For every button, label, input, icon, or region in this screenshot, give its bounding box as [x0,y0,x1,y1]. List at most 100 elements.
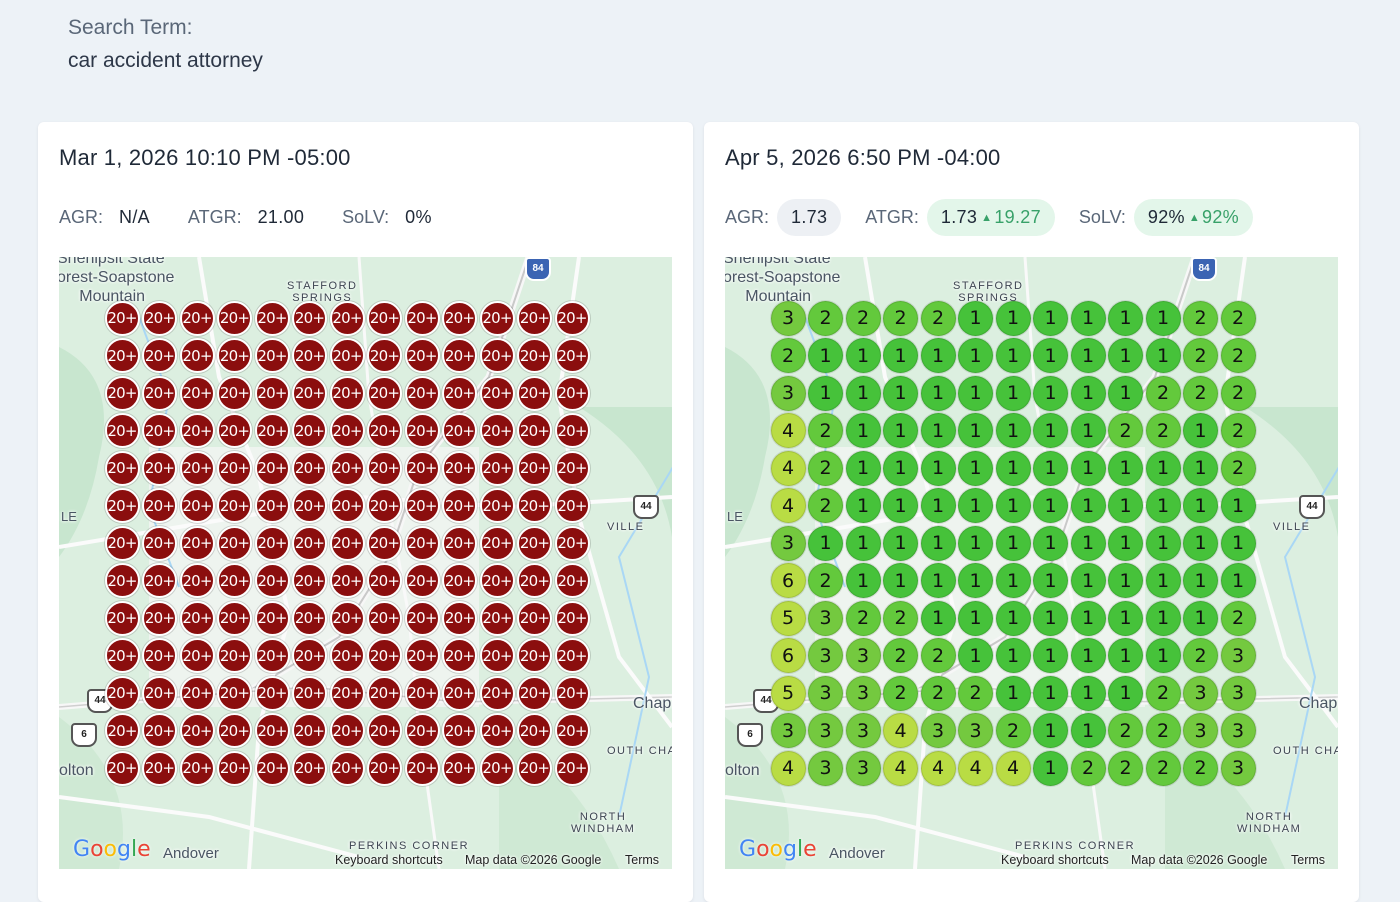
grid-pin[interactable]: 1 [1108,488,1143,523]
rank-grid-map[interactable]: Shenipsit State orest-Soapstone Mountain … [59,257,672,869]
grid-pin[interactable]: 1 [808,525,843,561]
grid-pin[interactable]: 20+ [554,488,590,523]
grid-pin[interactable]: 2 [1108,713,1143,748]
grid-pin[interactable]: 20+ [292,750,327,786]
grid-pin[interactable]: 20+ [329,300,365,336]
grid-pin[interactable]: 20+ [479,488,515,523]
grid-pin[interactable]: 20+ [442,488,477,523]
grid-pin[interactable]: 1 [920,563,956,598]
grid-pin[interactable]: 4 [920,750,956,786]
grid-pin[interactable]: 3 [1183,713,1218,748]
grid-pin[interactable]: 20+ [104,675,140,711]
grid-pin[interactable]: 1 [1070,713,1106,748]
grid-pin[interactable]: 1 [995,375,1031,411]
grid-pin[interactable]: 1 [1070,600,1106,636]
grid-pin[interactable]: 20+ [517,563,552,598]
grid-pin[interactable]: 20+ [217,675,252,711]
grid-pin[interactable]: 20+ [142,713,177,748]
grid-pin[interactable]: 20+ [292,600,327,636]
grid-pin[interactable]: 3 [958,713,993,748]
grid-pin[interactable]: 1 [1108,525,1143,561]
grid-pin[interactable]: 4 [995,750,1031,786]
grid-pin[interactable]: 20+ [554,675,590,711]
grid-pin[interactable]: 2 [920,675,956,711]
grid-pin[interactable]: 1 [1108,600,1143,636]
grid-pin[interactable]: 2 [808,488,843,523]
grid-pin[interactable]: 3 [808,638,843,673]
grid-pin[interactable]: 20+ [479,450,515,486]
grid-pin[interactable]: 20+ [479,638,515,673]
grid-pin[interactable]: 20+ [217,300,252,336]
grid-pin[interactable]: 20+ [142,525,177,561]
grid-pin[interactable]: 2 [1070,750,1106,786]
grid-pin[interactable]: 20+ [479,338,515,373]
grid-pin[interactable]: 20+ [554,375,590,411]
grid-pin[interactable]: 20+ [404,713,440,748]
grid-pin[interactable]: 4 [770,413,806,448]
grid-pin[interactable]: 3 [808,600,843,636]
grid-pin[interactable]: 1 [845,375,881,411]
grid-pin[interactable]: 20+ [217,638,252,673]
grid-pin[interactable]: 20+ [442,600,477,636]
grid-pin[interactable]: 20+ [554,600,590,636]
grid-pin[interactable]: 20+ [104,300,140,336]
grid-pin[interactable]: 1 [1220,525,1256,561]
grid-pin[interactable]: 20+ [179,375,215,411]
grid-pin[interactable]: 20+ [442,338,477,373]
grid-pin[interactable]: 20+ [292,450,327,486]
grid-pin[interactable]: 20+ [254,750,290,786]
grid-pin[interactable]: 3 [770,525,806,561]
grid-pin[interactable]: 1 [995,300,1031,336]
grid-pin[interactable]: 1 [883,563,918,598]
grid-pin[interactable]: 3 [770,375,806,411]
grid-pin[interactable]: 1 [1070,300,1106,336]
grid-pin[interactable]: 2 [845,300,881,336]
grid-pin[interactable]: 20+ [104,638,140,673]
grid-pin[interactable]: 2 [995,713,1031,748]
grid-pin[interactable]: 2 [1220,338,1256,373]
grid-pin[interactable]: 20+ [329,638,365,673]
grid-pin[interactable]: 1 [1145,525,1181,561]
grid-pin[interactable]: 20+ [254,713,290,748]
grid-pin[interactable]: 1 [1183,563,1218,598]
grid-pin[interactable]: 1 [995,525,1031,561]
grid-pin[interactable]: 20+ [404,563,440,598]
grid-pin[interactable]: 20+ [104,525,140,561]
grid-pin[interactable]: 20+ [554,413,590,448]
grid-pin[interactable]: 20+ [404,638,440,673]
grid-pin[interactable]: 1 [958,450,993,486]
grid-pin[interactable]: 20+ [367,413,402,448]
grid-pin[interactable]: 2 [1108,750,1143,786]
grid-pin[interactable]: 20+ [329,675,365,711]
grid-pin[interactable]: 2 [883,638,918,673]
grid-pin[interactable]: 20+ [217,563,252,598]
grid-pin[interactable]: 1 [920,450,956,486]
grid-pin[interactable]: 1 [958,525,993,561]
grid-pin[interactable]: 1 [1183,488,1218,523]
grid-pin[interactable]: 20+ [479,750,515,786]
grid-pin[interactable]: 20+ [404,375,440,411]
grid-pin[interactable]: 1 [995,638,1031,673]
grid-pin[interactable]: 20+ [517,675,552,711]
grid-pin[interactable]: 20+ [142,563,177,598]
grid-pin[interactable]: 1 [995,675,1031,711]
grid-pin[interactable]: 1 [1108,638,1143,673]
grid-pin[interactable]: 20+ [292,675,327,711]
terms-link[interactable]: Terms [625,853,660,867]
terms-link[interactable]: Terms [1291,853,1326,867]
grid-pin[interactable]: 20+ [404,300,440,336]
grid-pin[interactable]: 20+ [142,375,177,411]
grid-pin[interactable]: 1 [1183,413,1218,448]
grid-pin[interactable]: 20+ [217,450,252,486]
grid-pin[interactable]: 2 [845,600,881,636]
grid-pin[interactable]: 20+ [142,338,177,373]
grid-pin[interactable]: 20+ [329,713,365,748]
grid-pin[interactable]: 20+ [442,750,477,786]
grid-pin[interactable]: 1 [1108,375,1143,411]
grid-pin[interactable]: 1 [958,638,993,673]
grid-pin[interactable]: 1 [845,563,881,598]
grid-pin[interactable]: 20+ [142,638,177,673]
grid-pin[interactable]: 1 [1183,525,1218,561]
grid-pin[interactable]: 20+ [217,375,252,411]
grid-pin[interactable]: 20+ [517,525,552,561]
